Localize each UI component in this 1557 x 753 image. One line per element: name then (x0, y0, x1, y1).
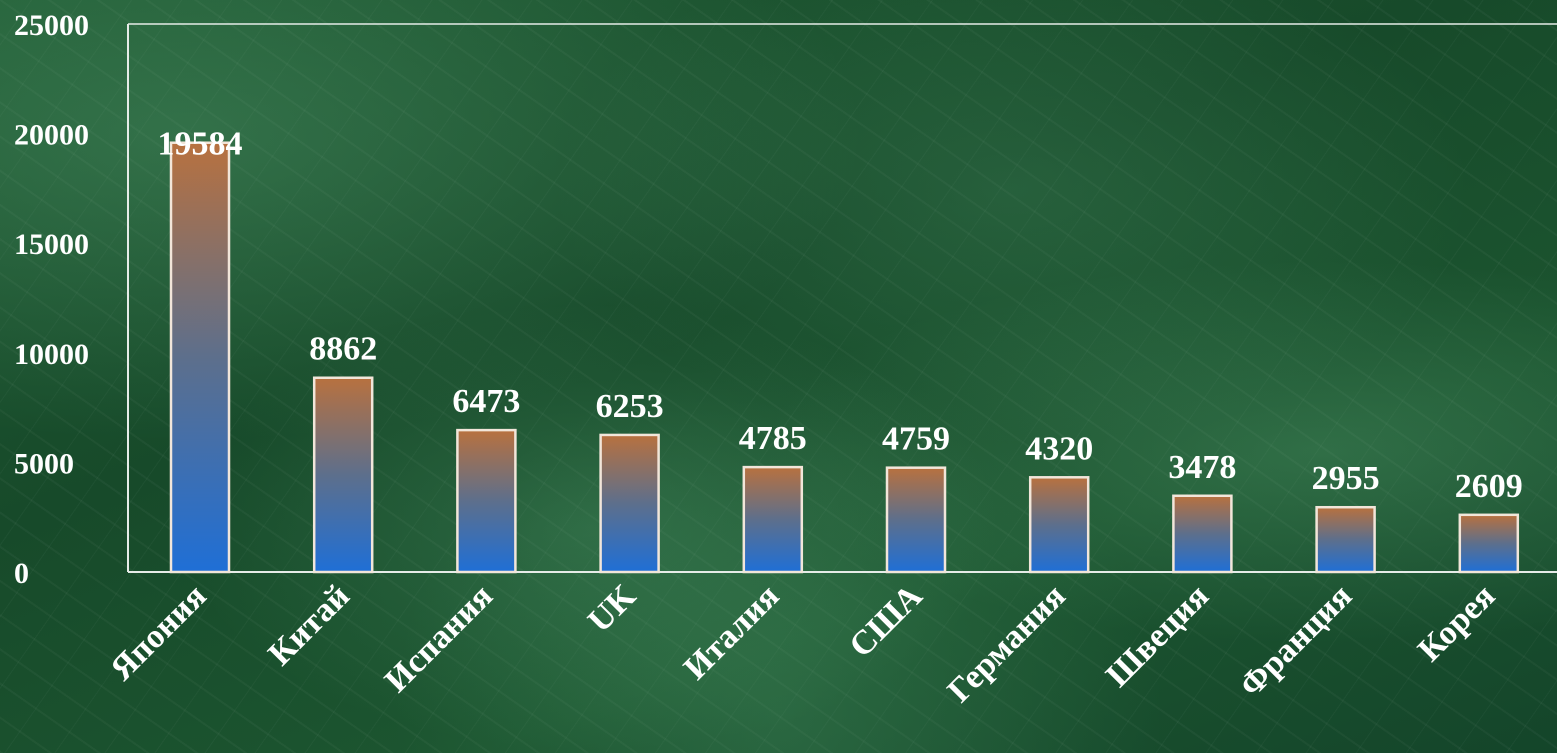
bar (169, 141, 231, 574)
x-category-label: Япония (104, 577, 214, 687)
bar (312, 376, 374, 574)
y-tick-label: 20000 (14, 119, 89, 152)
x-axis-labels: Япония Китай Испания UK Италия США Германия Шве… (104, 577, 1503, 710)
bar (1172, 494, 1233, 574)
bar-value-label: 4320 (1025, 430, 1093, 467)
bar-value-label: 4759 (882, 421, 950, 458)
bar-value-label: 4785 (739, 420, 807, 457)
x-category-label: Китай (261, 577, 356, 672)
y-tick-label: 25000 (14, 9, 89, 42)
bar (456, 428, 517, 574)
y-tick-label: 10000 (14, 338, 89, 371)
y-tick-label: 5000 (14, 447, 74, 480)
x-category-label: Франция (1232, 577, 1359, 704)
x-category-label: Германия (941, 577, 1073, 709)
bar-value-label: 6473 (452, 383, 520, 420)
y-tick-label: 15000 (14, 228, 89, 261)
bar (1458, 513, 1520, 574)
bar-value-label: 2609 (1455, 468, 1523, 505)
bar (742, 465, 804, 574)
x-category-label: Корея (1411, 577, 1502, 668)
x-category-label: Испания (378, 577, 500, 699)
bar-value-label: 2955 (1312, 460, 1380, 497)
bars (169, 141, 1520, 574)
bar (1315, 505, 1376, 574)
bar-value-label: 8862 (309, 331, 377, 368)
bar-value-label: 6253 (596, 388, 664, 425)
x-category-label: Швеция (1099, 577, 1216, 694)
bar (599, 433, 660, 574)
data-labels: 19584 8862 6473 6253 4785 4759 4320 3478 2955 260… (158, 126, 1523, 505)
x-category-label: США (842, 577, 930, 665)
x-category-label: Италия (677, 577, 787, 687)
bar-value-label: 3478 (1168, 449, 1236, 486)
y-axis-ticks: 0 5000 10000 15000 20000 25000 (14, 9, 89, 590)
bar-value-label: 19584 (158, 126, 243, 163)
y-tick-label: 0 (14, 557, 29, 590)
bar (1028, 476, 1090, 574)
bar (885, 466, 947, 574)
x-category-label: UK (581, 577, 644, 640)
